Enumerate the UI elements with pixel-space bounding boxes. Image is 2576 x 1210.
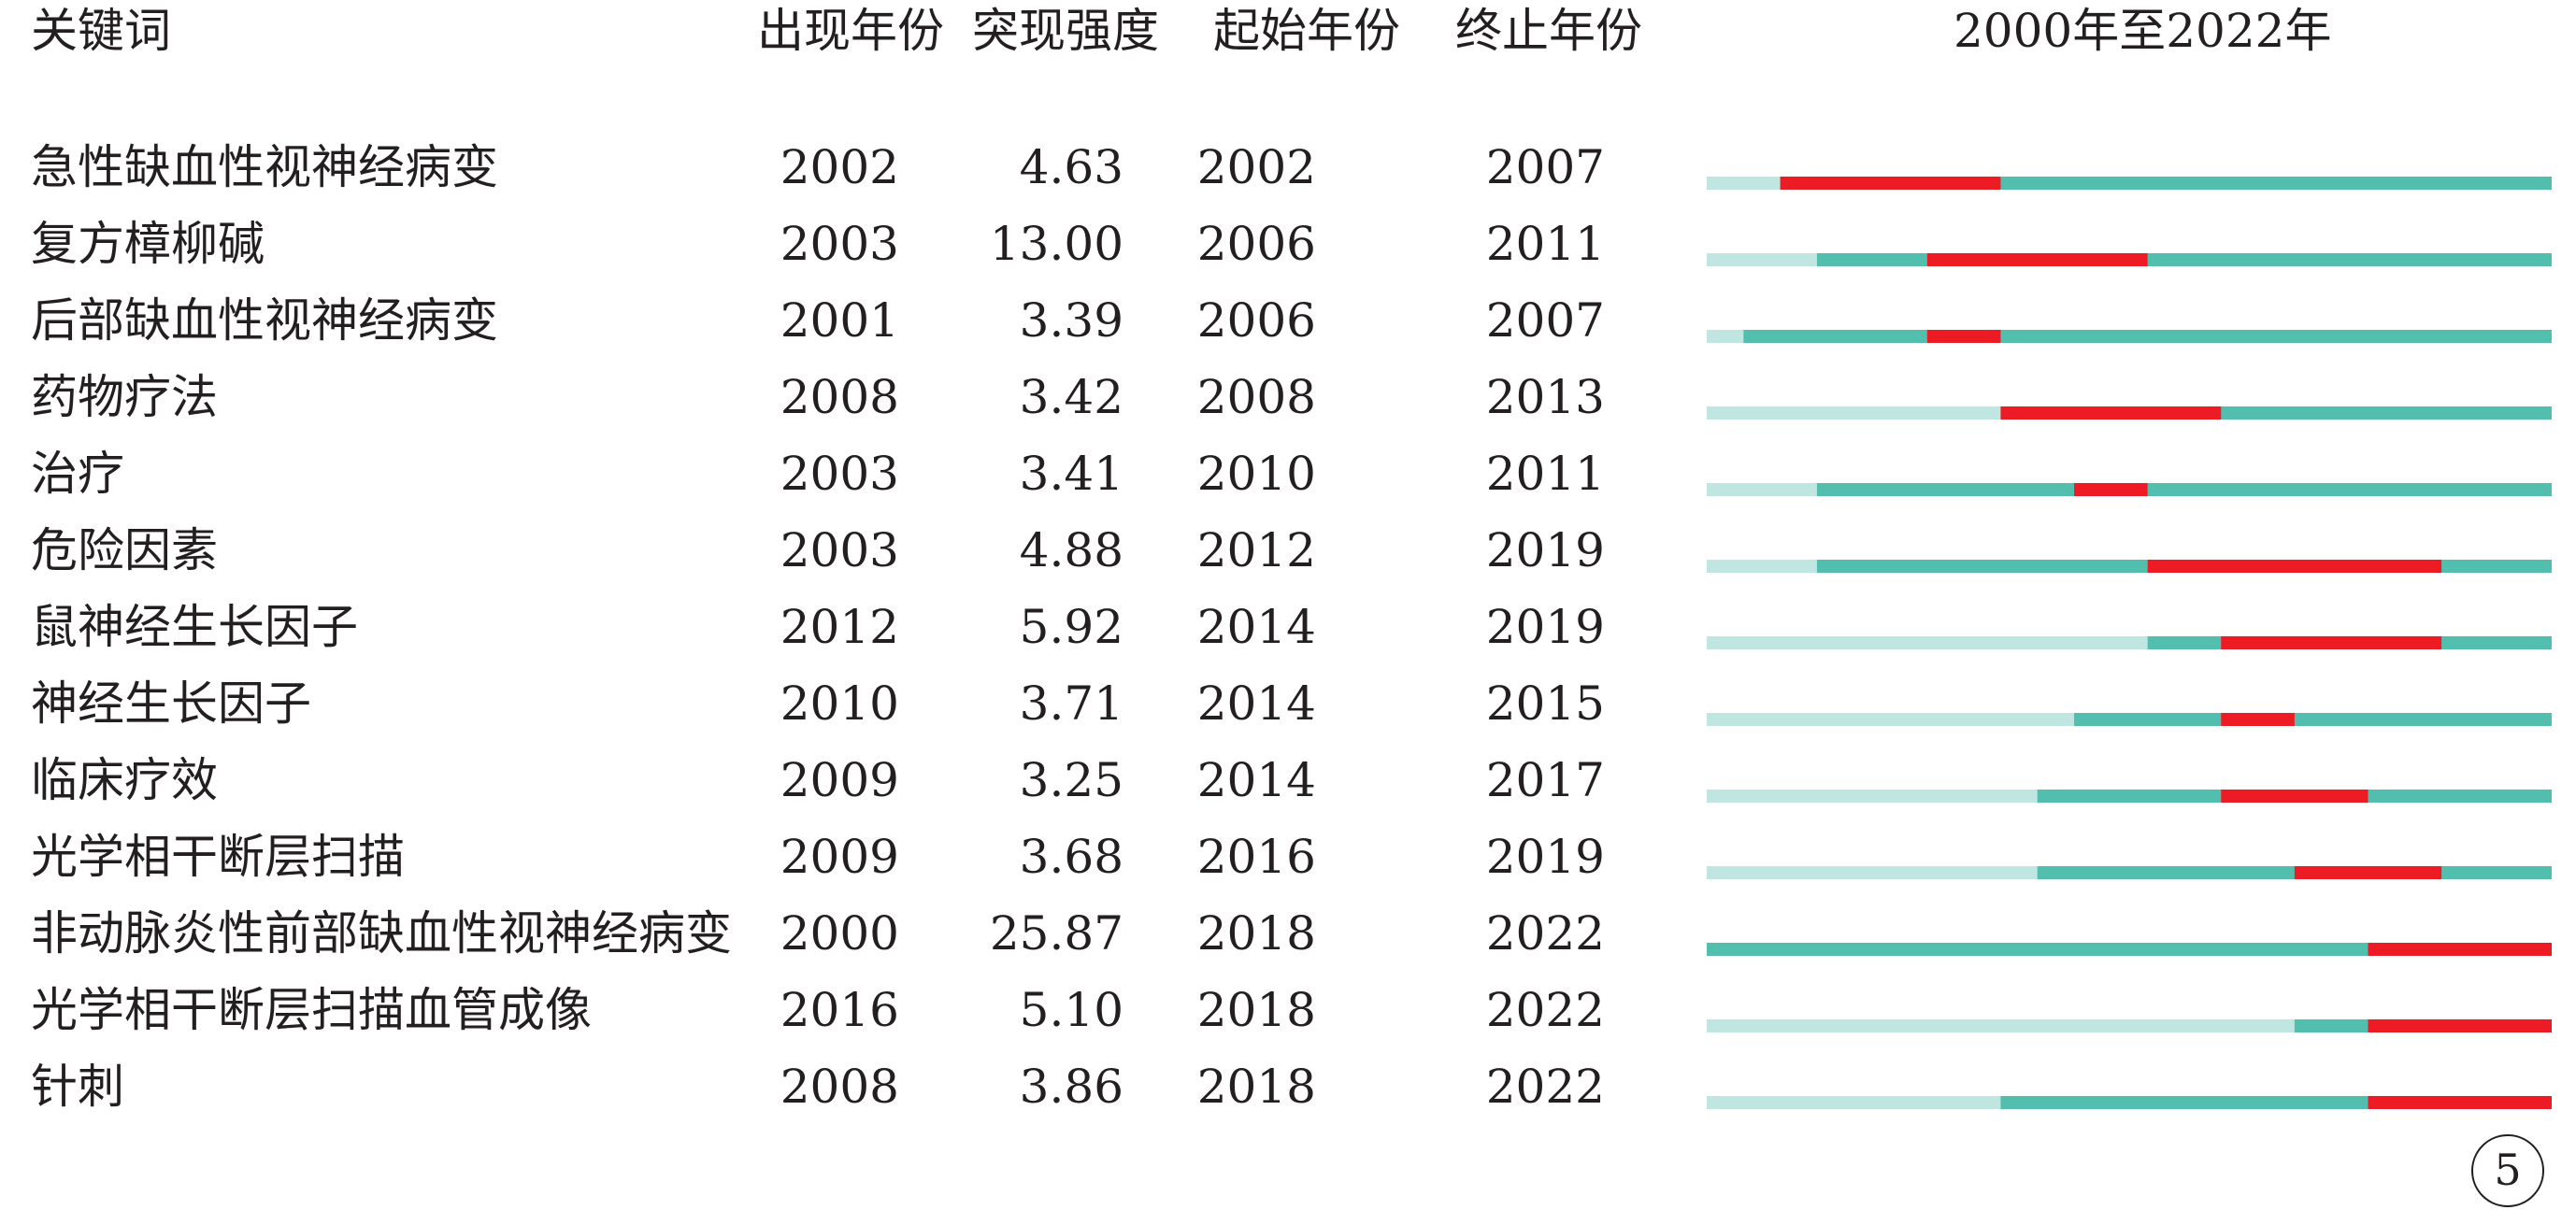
burst-bar — [1780, 177, 2001, 190]
end-year-cell: 2017 — [1485, 753, 1605, 807]
strength-cell: 3.39 — [1019, 293, 1123, 348]
keyword-label: 针刺 — [31, 1060, 124, 1114]
end-year-cell: 2019 — [1485, 830, 1605, 884]
end-year-cell: 2022 — [1485, 1060, 1605, 1114]
begin-year-cell: 2006 — [1196, 293, 1316, 348]
burst-bar — [2368, 1019, 2552, 1032]
burst-bar — [2294, 866, 2442, 879]
first-year-cell: 2009 — [780, 753, 899, 807]
begin-year-cell: 2018 — [1196, 983, 1316, 1037]
strength-cell: 3.71 — [1019, 676, 1123, 731]
strength-cell: 4.63 — [1019, 140, 1123, 194]
keyword-label: 后部缺血性视神经病变 — [31, 293, 498, 348]
active-period-bar — [1743, 330, 2552, 343]
burst-bar — [2368, 1096, 2552, 1109]
end-year-cell: 2013 — [1485, 370, 1605, 424]
strength-cell: 3.25 — [1019, 753, 1123, 807]
end-year-cell: 2007 — [1485, 140, 1605, 194]
first-year-cell: 2009 — [780, 830, 899, 884]
begin-year-cell: 2012 — [1196, 523, 1316, 577]
end-year-cell: 2022 — [1485, 983, 1605, 1037]
strength-cell: 5.10 — [1019, 983, 1123, 1037]
begin-year-cell: 2016 — [1196, 830, 1316, 884]
burst-bar — [2368, 943, 2552, 956]
header-begin-year: 起始年份 — [1213, 4, 1400, 58]
keyword-label: 药物疗法 — [31, 370, 218, 424]
burst-bar — [1926, 330, 2001, 343]
active-period-bar — [1707, 943, 2552, 956]
strength-cell: 5.92 — [1019, 600, 1123, 654]
first-year-cell: 2001 — [780, 293, 899, 348]
keyword-label: 急性缺血性视神经病变 — [31, 140, 498, 194]
burst-bar — [2074, 483, 2148, 496]
strength-cell: 3.42 — [1019, 370, 1123, 424]
end-year-cell: 2019 — [1485, 600, 1605, 654]
burst-bar — [2147, 560, 2442, 573]
keyword-label: 神经生长因子 — [31, 676, 311, 731]
strength-cell: 13.00 — [989, 217, 1123, 271]
burst-bar — [2221, 713, 2295, 726]
first-year-cell: 2003 — [780, 447, 899, 501]
keyword-label: 复方樟柳碱 — [31, 217, 265, 271]
strength-cell: 4.88 — [1019, 523, 1123, 577]
first-year-cell: 2002 — [780, 140, 899, 194]
burst-bar — [2221, 790, 2368, 803]
first-year-cell: 2016 — [780, 983, 899, 1037]
strength-cell: 25.87 — [989, 906, 1123, 961]
keyword-label: 危险因素 — [31, 523, 218, 577]
keyword-label: 非动脉炎性前部缺血性视神经病变 — [31, 906, 732, 961]
begin-year-cell: 2014 — [1196, 676, 1316, 731]
begin-year-cell: 2008 — [1196, 370, 1316, 424]
page-number-badge: 5 — [2471, 1134, 2544, 1207]
active-period-bar — [1816, 483, 2552, 496]
end-year-cell: 2011 — [1485, 217, 1605, 271]
begin-year-cell: 2010 — [1196, 447, 1316, 501]
end-year-cell: 2022 — [1485, 906, 1605, 961]
header-keyword: 关键词 — [31, 4, 171, 58]
active-period-bar — [2074, 713, 2552, 726]
strength-cell: 3.68 — [1019, 830, 1123, 884]
begin-year-cell: 2018 — [1196, 1060, 1316, 1114]
first-year-cell: 2003 — [780, 523, 899, 577]
end-year-cell: 2015 — [1485, 676, 1605, 731]
begin-year-cell: 2018 — [1196, 906, 1316, 961]
end-year-cell: 2011 — [1485, 447, 1605, 501]
begin-year-cell: 2014 — [1196, 753, 1316, 807]
header-first-year: 出现年份 — [757, 4, 944, 58]
keyword-label: 光学相干断层扫描 — [31, 830, 405, 884]
keyword-label: 光学相干断层扫描血管成像 — [31, 983, 592, 1037]
first-year-cell: 2010 — [780, 676, 899, 731]
keyword-label: 治疗 — [31, 447, 124, 501]
keyword-label: 鼠神经生长因子 — [31, 600, 358, 654]
header-end-year: 终止年份 — [1455, 4, 1642, 58]
burst-bar — [1926, 253, 2148, 266]
strength-cell: 3.86 — [1019, 1060, 1123, 1114]
burst-bar — [2000, 406, 2222, 420]
burst-bar — [2221, 636, 2442, 649]
strength-cell: 3.41 — [1019, 447, 1123, 501]
begin-year-cell: 2002 — [1196, 140, 1316, 194]
begin-year-cell: 2006 — [1196, 217, 1316, 271]
end-year-cell: 2007 — [1485, 293, 1605, 348]
header-strength: 突现强度 — [972, 4, 1159, 58]
end-year-cell: 2019 — [1485, 523, 1605, 577]
first-year-cell: 2008 — [780, 370, 899, 424]
begin-year-cell: 2014 — [1196, 600, 1316, 654]
first-year-cell: 2000 — [780, 906, 899, 961]
header-timeline-range: 2000年至2022年 — [1953, 4, 2332, 58]
first-year-cell: 2008 — [780, 1060, 899, 1114]
first-year-cell: 2012 — [780, 600, 899, 654]
keyword-label: 临床疗效 — [31, 753, 218, 807]
first-year-cell: 2003 — [780, 217, 899, 271]
